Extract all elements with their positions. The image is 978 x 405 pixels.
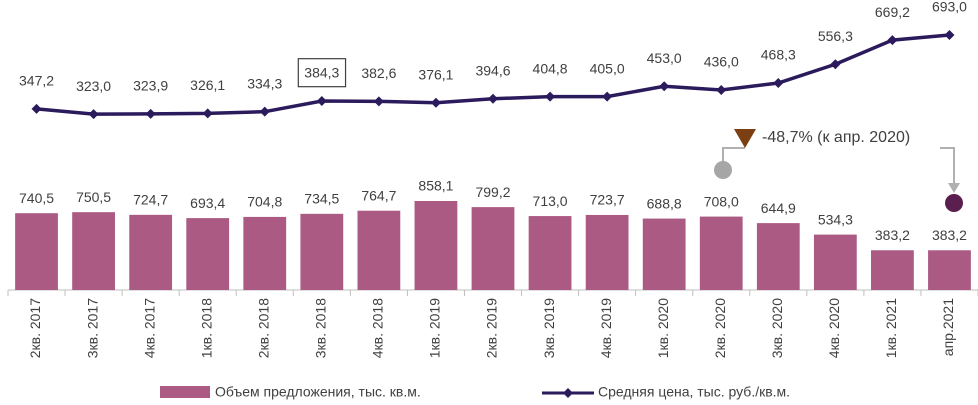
line-marker: [887, 35, 898, 46]
line-marker: [31, 103, 42, 114]
bar: [129, 214, 173, 290]
x-tick-label: 4кв. 2019: [598, 298, 614, 358]
line-marker: [488, 93, 498, 104]
bar-value-label: 534,3: [818, 211, 853, 227]
annotation-end-dot: [945, 194, 963, 212]
line-value-label: 347,2: [19, 73, 54, 89]
legend-label: Средняя цена, тыс. руб./кв.м.: [598, 384, 790, 400]
x-tick-label: 3кв. 2017: [84, 298, 100, 358]
line-value-label: 326,1: [190, 77, 225, 93]
line-value-label: 468,3: [761, 47, 796, 63]
line-value-label: 323,9: [133, 78, 168, 94]
x-tick-label: 4кв. 2017: [141, 298, 157, 358]
bar-value-label: 693,4: [190, 195, 225, 211]
bar-value-label: 688,8: [647, 195, 682, 211]
x-tick-label: 2кв. 2017: [27, 298, 43, 358]
line-marker: [202, 108, 213, 119]
bar: [15, 213, 58, 290]
line-marker: [430, 97, 441, 108]
annotation-triangle: [734, 129, 756, 148]
line-value-label: 453,0: [647, 50, 682, 66]
annotation-start-dot: [714, 161, 732, 179]
annotation: -48,7% (к апр. 2020): [762, 129, 910, 146]
bar-value-label: 734,5: [304, 191, 339, 207]
x-tick-label: 1кв. 2019: [427, 298, 443, 358]
line-marker: [316, 95, 327, 106]
bar-value-label: 383,2: [875, 227, 910, 243]
line-value-label: 384,3: [304, 65, 339, 81]
annotation-bracket: [722, 147, 745, 165]
bar-value-label: 799,2: [475, 184, 510, 200]
line-marker: [659, 81, 670, 92]
annotation-arrow: [948, 183, 960, 193]
bar-value-label: 858,1: [418, 178, 453, 194]
line-marker: [259, 106, 270, 117]
highlight-box: [297, 58, 347, 88]
bar-value-label: 383,2: [932, 227, 967, 243]
x-tick-label: 4кв. 2018: [370, 298, 386, 358]
x-tick-label: 4кв. 2020: [826, 298, 842, 358]
x-tick-label: 1кв. 2020: [655, 298, 671, 358]
bar-value-label: 713,0: [533, 193, 568, 209]
bar: [756, 223, 800, 290]
bar: [642, 218, 686, 290]
line-value-label: 334,3: [247, 75, 282, 91]
x-tick-label: 3кв. 2019: [541, 298, 557, 358]
bar-value-label: 750,5: [76, 189, 111, 205]
bar: [585, 214, 629, 290]
x-tick-label: 3кв. 2018: [313, 298, 329, 358]
line-value-label: 556,3: [818, 28, 853, 44]
line-value-label: 323,0: [76, 78, 111, 94]
legend-swatch-bar: [160, 386, 210, 398]
bar: [813, 234, 857, 290]
bar-value-label: 724,7: [133, 192, 168, 208]
bar: [243, 216, 287, 290]
line-marker: [373, 96, 384, 107]
bar: [699, 216, 743, 290]
line-value-label: 376,1: [418, 66, 453, 82]
bar: [300, 213, 344, 290]
bar: [871, 250, 914, 290]
bar: [186, 218, 230, 290]
x-tick-label: 2кв. 2019: [484, 298, 500, 358]
line-value-label: 669,2: [875, 4, 910, 20]
bar: [471, 207, 515, 290]
x-tick-label: 3кв. 2020: [769, 298, 785, 358]
legend-marker: [563, 388, 573, 398]
line-marker: [145, 108, 156, 119]
bar: [414, 201, 458, 290]
line-marker: [545, 91, 556, 102]
line-value-label: 436,0: [704, 54, 739, 70]
bar: [928, 250, 971, 290]
bar-value-label: 704,8: [247, 194, 282, 210]
legend-label: Объем предложения, тыс. кв.м.: [215, 384, 421, 400]
line-marker: [944, 30, 955, 41]
line-value-label: 405,0: [590, 60, 625, 76]
x-tick-label: 1кв. 2021: [883, 298, 899, 358]
x-tick-label: 1кв. 2018: [198, 298, 214, 358]
line-marker: [88, 109, 99, 120]
line-marker: [716, 84, 727, 95]
annotation-bracket: [940, 147, 955, 185]
line-value-label: 404,8: [533, 60, 568, 76]
line-marker: [830, 59, 841, 70]
bar: [357, 210, 401, 290]
line-marker: [773, 78, 784, 89]
line-value-label: 382,6: [361, 65, 396, 81]
x-tick-label: 2кв. 2018: [255, 298, 271, 358]
bar-value-label: 644,9: [761, 200, 796, 216]
bar-value-label: 740,5: [19, 190, 54, 206]
line-value-label: 693,0: [932, 0, 967, 15]
bar-value-label: 708,0: [704, 193, 739, 209]
x-tick-label: апр.2021: [940, 298, 956, 356]
bar: [528, 216, 572, 290]
bar: [72, 212, 115, 290]
bar-value-label: 764,7: [361, 187, 396, 203]
line-marker: [602, 91, 613, 102]
bar-value-label: 723,7: [590, 192, 625, 208]
line-value-label: 394,6: [475, 62, 510, 78]
x-tick-label: 2кв. 2020: [712, 298, 728, 358]
